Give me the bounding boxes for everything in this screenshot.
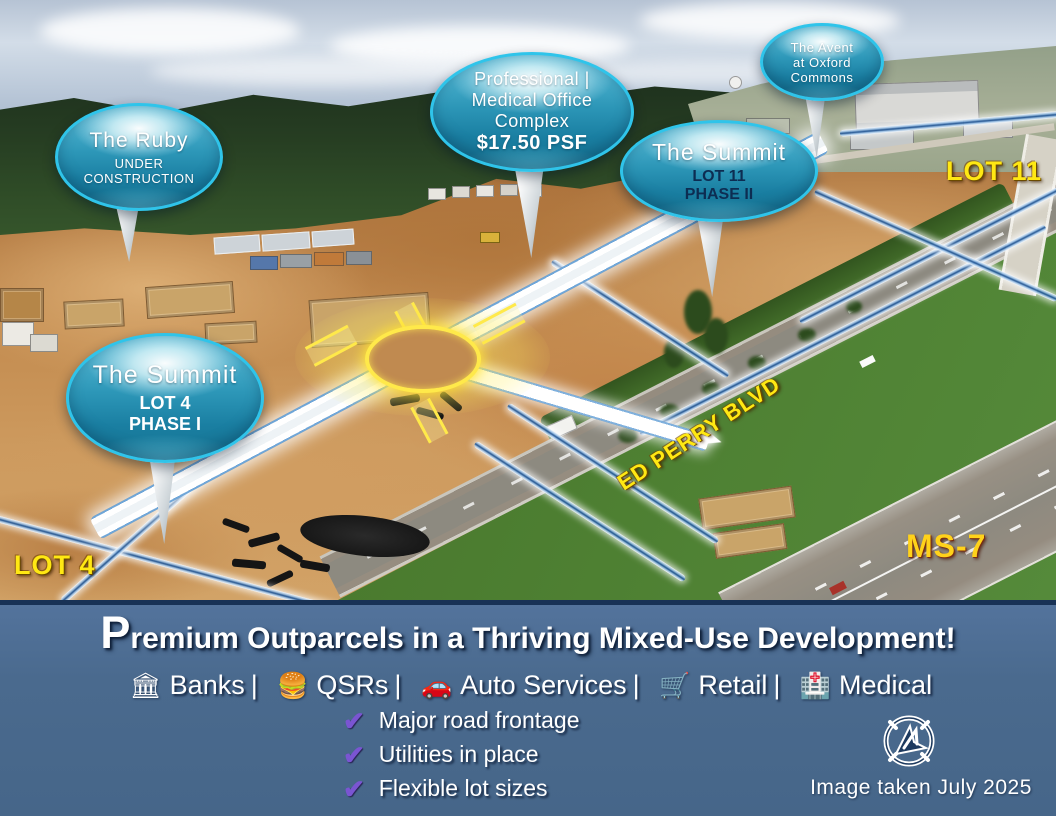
cart-icon: 🛒: [659, 672, 691, 700]
checklist-text: Flexible lot sizes: [378, 775, 548, 801]
callout-summit-phase1: The Summit LOT 4 PHASE I: [66, 333, 264, 463]
compass-logo-icon: [883, 715, 935, 767]
cloud: [150, 56, 490, 86]
checklist-text: Utilities in place: [378, 741, 539, 767]
checklist-text: Major road frontage: [378, 707, 580, 733]
image-credit: Image taken July 2025: [810, 776, 1032, 799]
callout-line: at Oxford: [793, 54, 851, 70]
callout-price: $17.50 PSF: [476, 132, 588, 154]
bank-icon: 🏛: [129, 672, 162, 700]
banner-title-text: remium Outparcels in a Thriving Mixed-Us…: [130, 622, 956, 655]
callout-the-ruby: The Ruby UNDER CONSTRUCTION: [55, 103, 223, 211]
callout-line: UNDER: [114, 155, 164, 171]
separator: |: [394, 670, 402, 700]
checkmark-icon: ✔: [343, 739, 365, 770]
category-label: Medical: [839, 670, 933, 700]
aerial-photo: LOT 11 LOT 4 ED PERRY BLVD MS-7 The Ruby…: [0, 0, 1056, 600]
checklist-item: ✔ Utilities in place: [343, 741, 643, 768]
cloud: [40, 8, 300, 54]
roundabout: [365, 325, 481, 393]
feature-checklist: ✔ Major road frontage ✔ Utilities in pla…: [343, 707, 643, 802]
checklist-item: ✔ Flexible lot sizes: [343, 775, 643, 802]
category-label: Auto Services: [460, 670, 627, 700]
callout-medical-office: Professional | Medical Office Complex $1…: [430, 52, 634, 172]
callout-line: CONSTRUCTION: [83, 170, 195, 186]
category-label: Banks: [169, 670, 245, 700]
car-icon: 🚗: [420, 672, 453, 700]
callout-phase: PHASE II: [684, 185, 754, 203]
callout-title: The Summit: [652, 138, 786, 165]
banner-title-dropcap: P: [100, 607, 131, 658]
label-lot-4: LOT 4: [14, 550, 96, 580]
checkmark-icon: ✔: [343, 705, 365, 736]
label-lot-11: LOT 11: [946, 156, 1043, 186]
category-label: Retail: [698, 670, 768, 700]
category-label: QSRs: [316, 670, 389, 700]
callout-lot: LOT 11: [692, 167, 746, 185]
separator: |: [250, 670, 258, 700]
callout-line: Commons: [790, 69, 854, 85]
marketing-banner: Premium Outparcels in a Thriving Mixed-U…: [0, 600, 1056, 816]
checkmark-icon: ✔: [343, 773, 365, 804]
callout-line: Medical Office: [471, 90, 593, 110]
burger-icon: 🍔: [277, 672, 309, 700]
banner-title: Premium Outparcels in a Thriving Mixed-U…: [0, 610, 1056, 662]
callout-title: The Ruby: [89, 128, 189, 152]
callout-line: The Avent: [790, 39, 854, 55]
callout-line: Professional |: [474, 69, 590, 89]
label-ms7: MS-7: [906, 528, 987, 564]
callout-avent: The Avent at Oxford Commons: [760, 23, 884, 101]
callout-line: Complex: [494, 111, 570, 131]
callout-title: The Summit: [92, 361, 238, 389]
separator: |: [632, 670, 640, 700]
callout-phase: PHASE I: [128, 414, 202, 434]
category-row: 🏛 Banks | 🍔 QSRs | 🚗 Auto Services | 🛒 Retail | …: [0, 670, 1056, 701]
checklist-item: ✔ Major road frontage: [343, 707, 643, 734]
callout-lot: LOT 4: [139, 393, 191, 413]
hospital-icon: 🏥: [799, 672, 832, 700]
callout-summit-phase2: The Summit LOT 11 PHASE II: [620, 120, 818, 222]
separator: |: [773, 670, 781, 700]
